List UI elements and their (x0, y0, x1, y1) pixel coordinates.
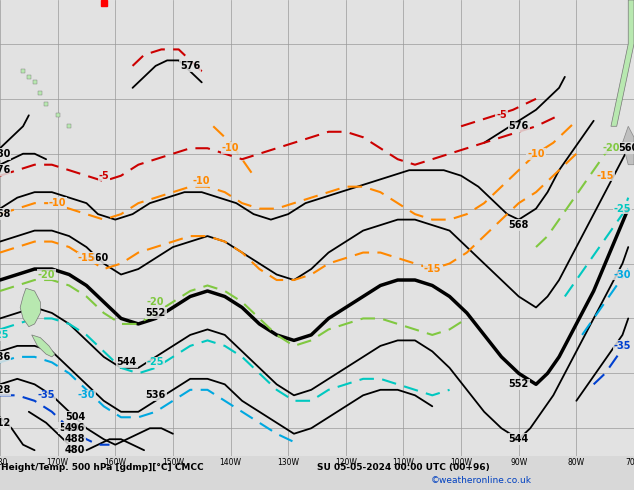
Text: -25: -25 (147, 357, 164, 368)
Text: 480: 480 (65, 445, 85, 455)
Text: 150W: 150W (162, 459, 184, 467)
Text: -25: -25 (0, 330, 9, 340)
Text: 496: 496 (65, 423, 85, 433)
Polygon shape (611, 0, 634, 126)
Text: -15: -15 (424, 264, 441, 274)
Text: ©weatheronline.co.uk: ©weatheronline.co.uk (431, 476, 532, 485)
Text: -15: -15 (597, 171, 614, 181)
Text: 544: 544 (508, 434, 529, 444)
Text: 576: 576 (180, 61, 200, 71)
Text: 528: 528 (0, 385, 10, 395)
Text: -5: -5 (98, 171, 109, 181)
Text: 520: 520 (59, 423, 79, 433)
Text: 536: 536 (0, 352, 10, 362)
Text: 576: 576 (0, 165, 10, 175)
Text: -35: -35 (37, 391, 55, 400)
Text: -5: -5 (496, 110, 507, 121)
Text: 568: 568 (508, 220, 529, 230)
Text: 576: 576 (508, 122, 529, 131)
Text: 488: 488 (65, 434, 85, 444)
Text: -15: -15 (78, 253, 95, 263)
Text: 120W: 120W (335, 459, 357, 467)
Polygon shape (32, 335, 55, 357)
Text: 80W: 80W (568, 459, 585, 467)
Text: 580: 580 (0, 149, 10, 159)
Polygon shape (623, 126, 634, 165)
Text: 568: 568 (0, 209, 10, 219)
Text: 70W: 70W (625, 459, 634, 467)
Text: -35: -35 (614, 341, 631, 351)
Text: -10: -10 (49, 198, 67, 208)
Text: 512: 512 (0, 418, 10, 428)
Text: SU 05-05-2024 00:00 UTC (00+96): SU 05-05-2024 00:00 UTC (00+96) (317, 463, 489, 472)
Text: -10: -10 (193, 176, 210, 186)
Text: -25: -25 (614, 204, 631, 214)
Text: -20: -20 (602, 143, 619, 153)
Text: 536: 536 (145, 391, 165, 400)
Text: 552: 552 (508, 379, 529, 390)
Text: -10: -10 (527, 149, 545, 159)
Text: -10: -10 (222, 143, 239, 153)
Text: 560: 560 (618, 143, 634, 153)
Polygon shape (20, 288, 41, 327)
Text: 90W: 90W (510, 459, 527, 467)
Text: 130W: 130W (277, 459, 299, 467)
Text: 170W: 170W (47, 459, 68, 467)
Text: 552: 552 (145, 308, 165, 318)
Text: 100W: 100W (450, 459, 472, 467)
Text: Height/Temp. 500 hPa [gdmp][°C] CMCC: Height/Temp. 500 hPa [gdmp][°C] CMCC (1, 463, 204, 472)
Text: 560: 560 (88, 253, 108, 263)
Text: 544: 544 (117, 357, 137, 368)
Text: -30: -30 (614, 270, 631, 279)
Text: 180: 180 (0, 459, 7, 467)
Text: -30: -30 (78, 391, 95, 400)
Text: -20: -20 (37, 270, 55, 279)
Text: 140W: 140W (219, 459, 242, 467)
Text: 504: 504 (65, 412, 85, 422)
Text: -20: -20 (147, 297, 164, 307)
Text: 160W: 160W (104, 459, 126, 467)
Text: 110W: 110W (392, 459, 415, 467)
